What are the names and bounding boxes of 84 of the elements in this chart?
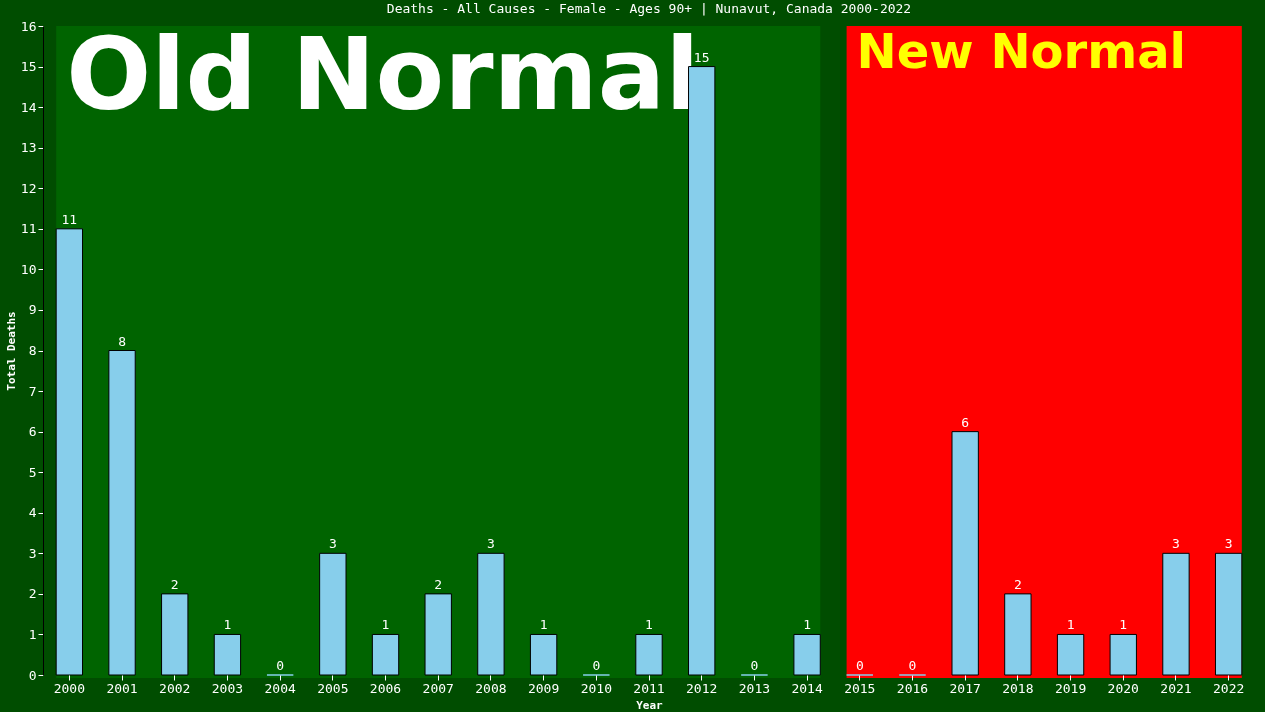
bar — [793, 633, 821, 676]
data-label: 15 — [693, 49, 710, 65]
data-label: 1 — [645, 617, 653, 633]
x-tick-label: 2008 — [475, 680, 507, 696]
y-tick-label: 15 — [20, 59, 37, 75]
x-tick-label: 2001 — [106, 680, 138, 696]
band-label: New Normal — [856, 23, 1187, 79]
bar — [635, 633, 663, 676]
y-tick-label: 16 — [20, 18, 37, 34]
data-label: 0 — [276, 658, 285, 673]
data-label: 3 — [487, 536, 495, 552]
y-tick-label: 13 — [20, 140, 37, 156]
data-label: 11 — [61, 211, 78, 227]
x-tick-label: 2018 — [1002, 680, 1034, 696]
x-tick-label: 2010 — [580, 680, 612, 696]
data-label: 1 — [381, 617, 390, 633]
x-tick-label: 2005 — [317, 680, 349, 696]
data-label: 2 — [170, 576, 179, 592]
data-label: 1 — [803, 617, 811, 633]
y-tick-label: 0 — [28, 667, 37, 683]
data-label: 3 — [328, 536, 337, 552]
x-tick-label: 2000 — [53, 680, 85, 696]
y-tick-label: 14 — [20, 99, 37, 115]
x-tick-label: 2003 — [211, 680, 244, 696]
data-label: 3 — [1172, 536, 1180, 552]
x-tick-label: 2004 — [264, 680, 296, 696]
y-tick-label: 7 — [28, 383, 37, 399]
data-label: 0 — [855, 658, 864, 673]
bar — [1214, 552, 1243, 676]
bar — [371, 633, 400, 676]
x-tick-label: 2017 — [949, 680, 981, 696]
bar — [108, 350, 136, 676]
y-tick-label: 4 — [28, 505, 37, 521]
bar — [477, 552, 505, 676]
bar — [319, 552, 347, 676]
data-label: 3 — [1224, 536, 1233, 552]
x-tick-label: 2021 — [1160, 680, 1192, 696]
x-tick-label: 2015 — [844, 680, 876, 696]
x-tick-label: 2020 — [1107, 680, 1139, 696]
x-tick-label: 2002 — [159, 680, 191, 696]
x-tick-label: 2022 — [1213, 680, 1245, 696]
bar — [213, 633, 242, 676]
data-label: 8 — [118, 333, 126, 349]
x-tick-label: 2009 — [527, 680, 560, 696]
data-label: 1 — [223, 617, 232, 633]
bar — [161, 593, 189, 676]
x-axis-title: Year — [636, 698, 664, 712]
bar — [1004, 593, 1032, 676]
data-label: 2 — [1013, 576, 1022, 592]
y-tick-label: 11 — [20, 221, 37, 237]
data-label: 2 — [434, 576, 443, 592]
data-label: 6 — [961, 414, 970, 430]
data-label: 1 — [1119, 617, 1128, 633]
y-tick-label: 2 — [28, 586, 37, 602]
bar — [1162, 552, 1190, 676]
y-tick-label: 8 — [28, 343, 37, 358]
x-tick-label: 2012 — [686, 680, 718, 696]
data-label: 1 — [1066, 617, 1075, 633]
x-tick-label: 2006 — [369, 680, 402, 696]
x-tick-label: 2011 — [633, 680, 665, 696]
data-label: 1 — [539, 617, 548, 633]
data-label: 0 — [908, 658, 917, 673]
bar — [1056, 633, 1085, 676]
data-label: 0 — [592, 658, 601, 673]
bar — [55, 228, 84, 676]
x-tick-label: 2019 — [1054, 680, 1087, 696]
y-tick-label: 12 — [20, 180, 37, 196]
y-tick-label: 9 — [28, 302, 37, 318]
bar — [529, 633, 558, 676]
x-tick-label: 2014 — [791, 680, 823, 696]
bar — [424, 593, 452, 676]
chart-title: Deaths - All Causes - Female - Ages 90+ | Nunavut, Canada 2000-2022 — [386, 1, 912, 16]
data-label: 0 — [750, 658, 759, 673]
x-tick-label: 2013 — [738, 680, 771, 696]
y-tick-label: 6 — [28, 424, 37, 440]
x-tick-label: 2007 — [422, 680, 454, 696]
y-tick-label: 1 — [28, 626, 37, 642]
y-axis-title: Total Deaths — [4, 311, 18, 391]
y-tick-label: 10 — [20, 261, 37, 277]
x-tick-label: 2016 — [896, 680, 929, 696]
bar — [951, 431, 979, 676]
y-tick-label: 5 — [28, 464, 37, 480]
y-tick-label: 3 — [28, 545, 37, 561]
bar — [1109, 633, 1137, 676]
